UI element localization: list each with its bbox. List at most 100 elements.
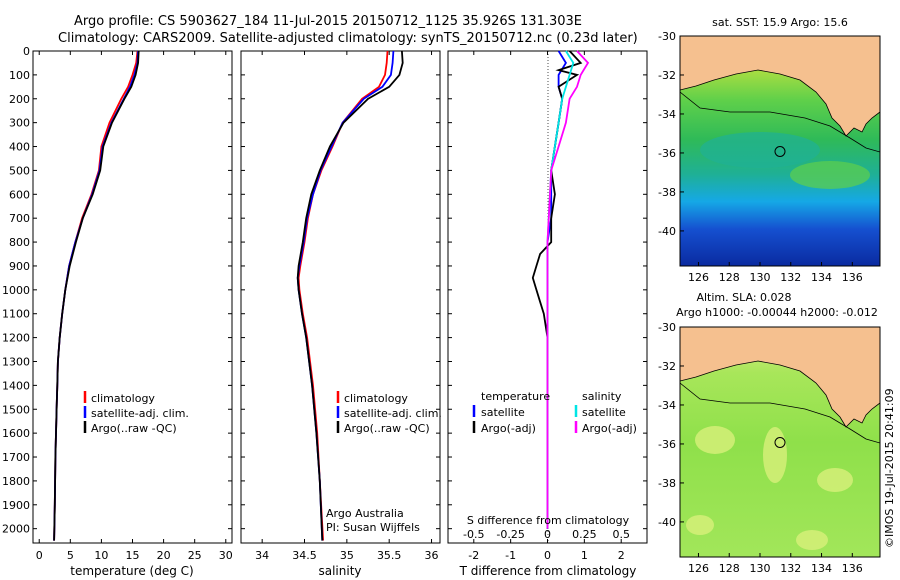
sla-map-lon-tick-label: 126	[688, 562, 709, 575]
difference-series-line	[546, 50, 590, 529]
difference-s-tick-label: 0.5	[612, 528, 630, 541]
footer-credit: ©IMOS 19-Jul-2015 20:41:09	[883, 388, 896, 548]
sst-map-lon-tick-label: 136	[842, 271, 863, 284]
depth-tick-label: 1700	[2, 451, 30, 464]
depth-tick-label: 1400	[2, 379, 30, 392]
depth-tick-label: 0	[23, 45, 30, 58]
sla-map-lon-tick-label: 132	[780, 562, 801, 575]
sla-map-lon-tick-label: 130	[750, 562, 771, 575]
depth-tick-label: 1500	[2, 403, 30, 416]
depth-tick-label: 1200	[2, 332, 30, 345]
sla-map-lat-tick-label: -40	[658, 516, 676, 529]
depth-tick-label: 1900	[2, 499, 30, 512]
sla-coastline	[680, 360, 880, 428]
sla-map-lon-tick-label: 136	[842, 562, 863, 575]
difference-xlabel-top: S difference from climatology	[467, 514, 630, 527]
temp-legend-argo: Argo(..raw -QC)	[91, 422, 177, 435]
sst-map-frame	[679, 35, 881, 267]
sla-map-lat-tick-label: -36	[658, 438, 676, 451]
salinity-panel: 34 34.5 35 35.5 36 salinity climatology sate…	[240, 50, 442, 578]
depth-tick-label: 1600	[2, 427, 30, 440]
sla-map: Altim. SLA: 0.028 Argo h1000: -0.00044 h…	[658, 291, 881, 575]
sst-coastline	[680, 69, 880, 137]
depth-tick-label: 200	[9, 93, 30, 106]
sst-map-lat-tick-label: -34	[658, 108, 676, 121]
difference-series-line	[531, 50, 583, 529]
sst-map-lat-tick-label: -38	[658, 186, 676, 199]
salinity-annotation-line2: PI: Susan Wijffels	[326, 521, 420, 534]
sst-argo-marker	[774, 146, 786, 157]
sst-map-lon-tick-label: 134	[811, 271, 832, 284]
sst-map-lat-tick-label: -36	[658, 147, 676, 160]
diff-legend-temperature-title: temperature	[481, 390, 550, 403]
depth-tick-label: 700	[9, 212, 30, 225]
salinity-xlabel: salinity	[318, 564, 361, 578]
difference-xtick-label: -2	[468, 549, 479, 562]
sst-map-lat-tick-label: -32	[658, 69, 676, 82]
salinity-xtick-label: 35	[340, 549, 354, 562]
temperature-series-line	[53, 50, 140, 541]
sal-legend-satellite: satellite-adj. clim.	[344, 407, 442, 420]
sla-depth-contour	[680, 382, 880, 444]
difference-xtick-label: 0	[544, 549, 551, 562]
diff-legend-sal-argo: Argo(-adj)	[582, 422, 637, 435]
depth-tick-label: 600	[9, 188, 30, 201]
depth-tick-label: 1000	[2, 284, 30, 297]
difference-legend: temperature satellite Argo(-adj) salinit…	[472, 390, 637, 435]
temperature-xtick-label: 10	[94, 549, 108, 562]
sla-argo-marker	[774, 437, 786, 448]
sla-map-lat-tick-label: -34	[658, 399, 676, 412]
salinity-xtick-label: 34.5	[292, 549, 317, 562]
sst-map-title: sat. SST: 15.9 Argo: 15.6	[712, 16, 848, 29]
sla-map-lat-tick-label: -30	[658, 321, 676, 334]
depth-tick-label: 400	[9, 141, 30, 154]
temp-legend-satellite: satellite-adj. clim.	[91, 407, 189, 420]
salinity-xtick-label: 36	[425, 549, 439, 562]
diff-legend-salinity-title: salinity	[582, 390, 622, 403]
depth-tick-label: 300	[9, 117, 30, 130]
sla-blob-2	[763, 427, 787, 483]
difference-s-tick-label: 0	[544, 528, 551, 541]
sla-land	[680, 327, 880, 427]
salinity-series-line	[296, 50, 404, 541]
difference-xlabel: T difference from climatology	[459, 564, 637, 578]
temperature-xtick-label: 15	[126, 549, 140, 562]
temperature-xtick-label: 30	[219, 549, 233, 562]
depth-tick-label: 1100	[2, 308, 30, 321]
diff-legend-sal-satellite: satellite	[582, 406, 626, 419]
sst-depth-contour	[680, 91, 880, 153]
sst-map-lon-tick-label: 130	[750, 271, 771, 284]
sla-blob-4	[686, 515, 714, 535]
salinity-legend: climatology satellite-adj. clim. Argo(..…	[336, 391, 442, 435]
sla-blob-5	[796, 530, 828, 550]
temperature-xtick-label: 0	[36, 549, 43, 562]
temperature-panel: 0100200300400500600700800900100011001200…	[2, 45, 233, 578]
sst-warm-patch	[700, 132, 820, 168]
salinity-xtick-label: 35.5	[377, 549, 402, 562]
salinity-axes-frame	[240, 50, 441, 544]
sla-map-lat-tick-label: -32	[658, 360, 676, 373]
depth-tick-label: 1800	[2, 475, 30, 488]
depth-tick-label: 100	[9, 69, 30, 82]
difference-xtick-label: 1	[581, 549, 588, 562]
diff-legend-temp-argo: Argo(-adj)	[481, 422, 536, 435]
temperature-xlabel: temperature (deg C)	[70, 564, 193, 578]
sst-map-lon-tick-label: 132	[780, 271, 801, 284]
sst-map-lat-tick-label: -40	[658, 225, 676, 238]
sst-map-lon-tick-label: 126	[688, 271, 709, 284]
sla-map-lon-tick-label: 134	[811, 562, 832, 575]
temperature-legend: climatology satellite-adj. clim. Argo(..…	[83, 391, 189, 435]
sst-land	[680, 36, 880, 136]
sla-map-lon-tick-label: 128	[719, 562, 740, 575]
difference-s-tick-label: -0.5	[463, 528, 484, 541]
temperature-xtick-label: 5	[67, 549, 74, 562]
sst-map-lat-tick-label: -30	[658, 30, 676, 43]
depth-tick-label: 800	[9, 236, 30, 249]
sst-map: sat. SST: 15.9 Argo: 15.6 126 128 130 132 13…	[658, 16, 881, 284]
diff-legend-temp-satellite: satellite	[481, 406, 525, 419]
sal-legend-climatology: climatology	[344, 392, 408, 405]
header-line2: Climatology: CARS2009. Satellite-adjuste…	[58, 31, 638, 46]
sla-blob-1	[695, 426, 735, 454]
sla-map-title-line1: Altim. SLA: 0.028	[696, 291, 791, 304]
sla-map-lat-tick-label: -38	[658, 477, 676, 490]
